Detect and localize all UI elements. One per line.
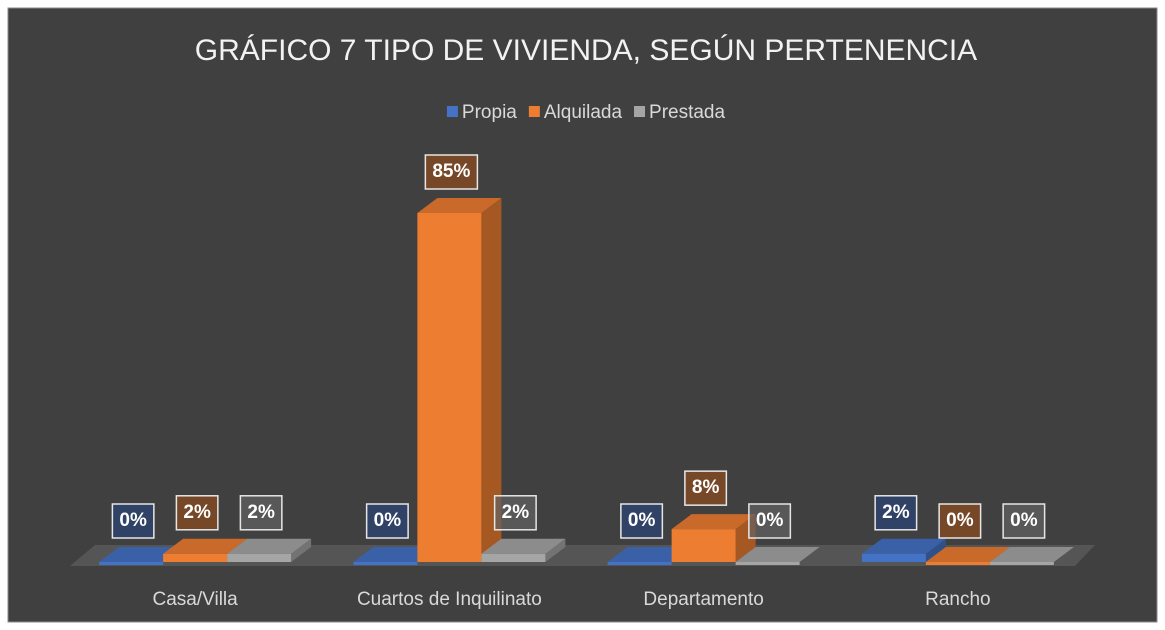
bar bbox=[481, 538, 566, 562]
floor bbox=[70, 545, 1095, 566]
legend-swatch bbox=[634, 106, 646, 117]
bar-front bbox=[671, 529, 736, 562]
bar bbox=[989, 547, 1074, 565]
data-label-box bbox=[620, 503, 664, 539]
bar bbox=[99, 547, 184, 565]
bar-side bbox=[545, 538, 566, 562]
bar-top bbox=[607, 547, 692, 562]
bar-front bbox=[353, 562, 418, 565]
bar-front bbox=[861, 553, 926, 562]
data-label-box bbox=[365, 503, 409, 539]
bar-side bbox=[925, 538, 946, 562]
data-label: 2% bbox=[502, 502, 530, 523]
bar-top bbox=[481, 538, 566, 554]
bar-top bbox=[989, 547, 1074, 562]
chart-title: GRÁFICO 7 TIPO DE VIVIENDA, SEGÚN PERTEN… bbox=[195, 34, 977, 67]
legend-label: Alquilada bbox=[544, 102, 623, 123]
legend-swatch bbox=[446, 106, 458, 117]
data-label-box bbox=[111, 503, 155, 539]
data-label-box bbox=[938, 503, 982, 539]
data-label-box bbox=[239, 495, 283, 531]
data-label: 2% bbox=[882, 502, 910, 523]
data-label: 0% bbox=[628, 510, 656, 531]
bar bbox=[735, 547, 820, 565]
bar-front bbox=[481, 553, 546, 562]
data-label: 8% bbox=[692, 477, 720, 498]
bar bbox=[607, 547, 692, 565]
bar bbox=[671, 514, 756, 562]
data-label: 0% bbox=[119, 510, 147, 531]
data-label-box bbox=[1002, 503, 1046, 539]
bar-top bbox=[417, 198, 502, 213]
legend: Propia Alquilada Prestada bbox=[446, 102, 726, 123]
bar bbox=[353, 547, 438, 565]
bar-top bbox=[925, 547, 1010, 562]
bar bbox=[925, 547, 1010, 565]
bar-front bbox=[989, 562, 1054, 565]
bar-front bbox=[735, 562, 800, 565]
bar-side bbox=[481, 198, 502, 562]
bar-front bbox=[607, 562, 672, 565]
x-tick-label: Casa/Villa bbox=[153, 589, 239, 610]
x-tick-label: Cuartos de Inquilinato bbox=[357, 589, 542, 610]
data-label: 0% bbox=[946, 510, 974, 531]
bar-top bbox=[353, 547, 438, 562]
data-label-box bbox=[874, 495, 918, 531]
legend-label: Propia bbox=[462, 102, 517, 123]
legend-swatch bbox=[528, 106, 540, 117]
bar-front bbox=[417, 213, 482, 562]
bar-top bbox=[671, 514, 756, 530]
bar bbox=[861, 538, 946, 562]
bar-top bbox=[163, 538, 248, 554]
data-label: 0% bbox=[756, 510, 784, 531]
bar-top bbox=[227, 538, 312, 554]
bar-front bbox=[99, 562, 164, 565]
data-label: 0% bbox=[1010, 510, 1038, 531]
legend-label: Prestada bbox=[649, 102, 725, 123]
data-label-box bbox=[748, 503, 792, 539]
bar-front bbox=[227, 553, 292, 562]
data-label-box bbox=[493, 495, 537, 531]
bar-top bbox=[735, 547, 820, 562]
bar-front bbox=[925, 562, 990, 565]
bar-top bbox=[861, 538, 946, 554]
data-label: 0% bbox=[374, 510, 402, 531]
data-label-box bbox=[684, 470, 728, 506]
data-label-box bbox=[175, 495, 219, 531]
data-label: 2% bbox=[183, 502, 211, 523]
bar-front bbox=[163, 553, 228, 562]
x-tick-label: Departamento bbox=[643, 589, 763, 610]
data-label: 85% bbox=[432, 161, 470, 182]
data-label-box bbox=[424, 154, 479, 190]
data-label: 2% bbox=[247, 502, 275, 523]
bar-top bbox=[99, 547, 184, 562]
bar bbox=[227, 538, 312, 562]
bar bbox=[417, 198, 502, 562]
x-tick-label: Rancho bbox=[925, 589, 991, 610]
bar-side bbox=[291, 538, 312, 562]
